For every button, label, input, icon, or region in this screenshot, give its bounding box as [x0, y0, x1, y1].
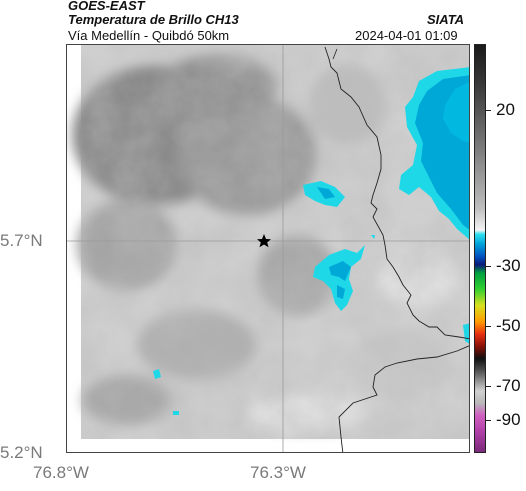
temperature-colorbar [474, 44, 486, 453]
agency-label: SIATA [427, 12, 465, 27]
satellite-map [66, 44, 470, 453]
product-title: Temperatura de Brillo CH13 [68, 12, 239, 27]
cold-cloud-tops [153, 67, 469, 415]
lon-tick-label: 76.8°W [33, 463, 89, 482]
region-subtitle: Vía Medellín - Quibdó 50km [68, 28, 230, 43]
lat-tick-label: 5.7°N [0, 231, 43, 250]
colorbar-label: -70 [496, 376, 521, 395]
datetime-label: 2024-04-01 01:09 [355, 28, 458, 43]
star-icon [257, 234, 271, 248]
cloud-texture [81, 45, 469, 439]
colorbar-label: -50 [496, 316, 521, 335]
colorbar-label: -30 [496, 256, 521, 275]
brightness-temperature-image [67, 45, 469, 452]
satellite-title: GOES-EAST [68, 0, 145, 13]
lat-tick-label: 5.2°N [0, 443, 43, 462]
department-boundary [324, 46, 469, 452]
lon-tick-label: 76.3°W [250, 463, 306, 482]
colorbar-label: -90 [496, 410, 521, 429]
colorbar-label: 20 [496, 100, 515, 119]
